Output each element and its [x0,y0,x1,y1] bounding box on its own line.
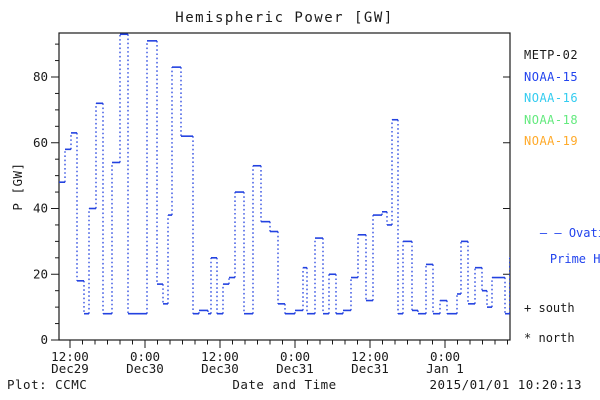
plot-source-label: Plot: CCMC [7,377,88,392]
svg-text:12:00: 12:00 [201,349,239,364]
plus-marker-icon: + [524,301,532,315]
south-marker-label: + south [524,301,575,315]
ovation-prime-legend: – – Ovation Prime HPI [511,214,600,279]
svg-text:12:00: 12:00 [351,349,389,364]
svg-text:20: 20 [33,266,48,281]
ovation-legend-line1: Ovation [568,226,600,240]
plot-timestamp: 2015/01/01 10:20:13 [429,377,582,392]
satellite-legend: METP-02 NOAA-15 NOAA-16 NOAA-18 NOAA-19 [524,45,598,153]
svg-text:P [GW]: P [GW] [10,162,25,210]
svg-text:Jan 1: Jan 1 [426,361,464,376]
north-marker-label: * north [524,331,575,345]
svg-text:0:00: 0:00 [430,349,460,364]
line-sample-icon: – – [539,226,562,240]
svg-text:Dec30: Dec30 [126,361,164,376]
svg-text:40: 40 [33,201,48,216]
legend-item-noaa19: NOAA-19 [524,134,579,148]
svg-text:80: 80 [33,69,48,84]
legend-item-noaa18: NOAA-18 [524,112,579,127]
x-axis-title: Date and Time [232,377,337,392]
svg-text:Dec31: Dec31 [351,361,389,376]
svg-text:0:00: 0:00 [130,349,160,364]
chart-title: Hemispheric Power [GW] [175,10,394,26]
legend-item-noaa15: NOAA-15 [524,69,579,84]
svg-text:60: 60 [33,135,48,150]
legend-item-metp02: METP-02 [524,48,579,62]
svg-text:Dec30: Dec30 [201,361,239,376]
asterisk-marker-icon: * [524,331,532,345]
svg-text:Dec31: Dec31 [276,361,314,376]
svg-text:Dec29: Dec29 [51,361,89,376]
legend-item-noaa16: NOAA-16 [524,91,579,105]
svg-text:0:00: 0:00 [280,349,310,364]
svg-text:12:00: 12:00 [51,349,89,364]
ovation-legend-line2: Prime HPI [549,252,600,266]
svg-text:0: 0 [40,332,48,347]
